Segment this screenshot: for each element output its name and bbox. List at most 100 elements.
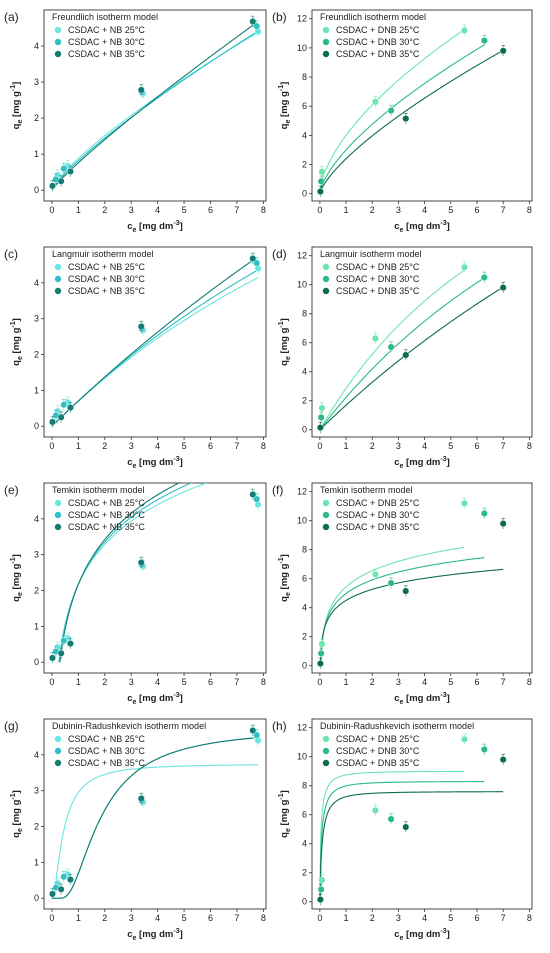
x-tick-label: 6 xyxy=(474,677,479,687)
panel-label: (e) xyxy=(4,483,19,497)
data-point xyxy=(460,26,468,34)
data-point xyxy=(480,273,488,282)
panel-label: (b) xyxy=(272,10,287,24)
data-point xyxy=(499,520,507,528)
x-tick-label: 2 xyxy=(370,913,375,923)
legend-marker xyxy=(322,511,330,519)
legend-entry: CSDAC + NB 25°C xyxy=(68,25,145,35)
data-point xyxy=(371,570,379,578)
fit-curve xyxy=(51,31,258,191)
data-point xyxy=(60,165,68,173)
data-point xyxy=(137,86,145,94)
data-point xyxy=(318,168,326,176)
legend-entry: CSDAC + NB 25°C xyxy=(68,734,145,744)
y-tick-label: 8 xyxy=(302,781,307,791)
data-series xyxy=(318,261,468,414)
data-point xyxy=(253,495,261,503)
fit-curves xyxy=(319,770,504,902)
plot-frame xyxy=(43,718,267,910)
y-axis-label: qe [mg g-1] xyxy=(278,318,292,366)
x-tick-label: 1 xyxy=(76,913,81,923)
data-point xyxy=(66,167,74,175)
x-axis-label: ce [mg dm-3] xyxy=(394,692,450,706)
fit-curve xyxy=(319,277,485,431)
panel-label: (c) xyxy=(4,247,18,261)
panel-title: Temkin isotherm model xyxy=(320,485,413,495)
data-point xyxy=(48,182,57,190)
x-tick-label: 5 xyxy=(448,677,453,687)
y-tick-label: 2 xyxy=(302,160,307,170)
x-tick-label: 0 xyxy=(49,677,54,687)
data-point xyxy=(249,490,257,499)
y-tick-label: 0 xyxy=(34,657,39,667)
legend-marker xyxy=(54,275,62,283)
x-tick-label: 8 xyxy=(261,677,266,687)
y-tick-label: 4 xyxy=(34,750,39,760)
x-tick-label: 6 xyxy=(474,205,479,215)
x-tick-label: 6 xyxy=(474,441,479,451)
legend-entry: CSDAC + DNB 30°C xyxy=(336,37,420,47)
x-tick-label: 0 xyxy=(49,913,54,923)
x-tick-label: 3 xyxy=(396,205,401,215)
x-axis-label: ce [mg dm-3] xyxy=(127,220,183,234)
x-tick-label: 3 xyxy=(396,441,401,451)
y-tick-label: 3 xyxy=(34,314,39,324)
legend-entry: CSDAC + NB 30°C xyxy=(68,37,145,47)
x-tick-label: 2 xyxy=(370,205,375,215)
y-tick-label: 8 xyxy=(302,545,307,555)
y-axis-label: qe [mg g-1] xyxy=(278,82,292,130)
y-tick-label: 6 xyxy=(302,810,307,820)
y-tick-label: 0 xyxy=(302,661,307,671)
panel-title: Temkin isotherm model xyxy=(52,485,145,495)
data-point xyxy=(402,115,410,123)
y-tick-label: 2 xyxy=(34,350,39,360)
legend-marker xyxy=(322,263,330,271)
legend-marker xyxy=(54,50,62,58)
y-tick-label: 10 xyxy=(297,280,307,290)
y-tick-label: 12 xyxy=(297,14,307,24)
data-point xyxy=(57,413,65,421)
fit-curve xyxy=(51,277,259,427)
data-point xyxy=(316,187,324,196)
x-tick-label: 4 xyxy=(422,677,427,687)
x-tick-label: 4 xyxy=(155,677,160,687)
y-tick-label: 0 xyxy=(302,189,307,199)
y-axis-label: qe [mg g-1] xyxy=(10,554,24,602)
x-tick-label: 2 xyxy=(102,677,107,687)
fit-curve xyxy=(319,49,504,194)
x-tick-label: 7 xyxy=(501,677,506,687)
x-tick-label: 7 xyxy=(501,441,506,451)
legend-marker xyxy=(322,50,330,58)
fit-curves xyxy=(319,269,504,431)
data-point xyxy=(460,263,468,271)
data-point xyxy=(387,579,395,587)
plot-frame xyxy=(43,9,267,202)
svg-text:qe [mg g-1]: qe [mg g-1] xyxy=(10,318,24,366)
y-tick-label: 10 xyxy=(297,752,307,762)
plot-frame xyxy=(311,718,533,910)
data-point xyxy=(60,873,68,881)
x-tick-label: 8 xyxy=(261,441,266,451)
legend-entry: CSDAC + NB 30°C xyxy=(68,746,145,756)
legend-marker xyxy=(54,747,62,755)
y-tick-label: 2 xyxy=(302,868,307,878)
x-tick-label: 2 xyxy=(370,441,375,451)
x-tick-label: 0 xyxy=(49,441,54,451)
legend-entry: CSDAC + NB 35°C xyxy=(68,758,145,768)
data-point xyxy=(318,404,326,412)
x-tick-label: 6 xyxy=(208,677,213,687)
panel-label: (g) xyxy=(4,719,19,733)
y-axis-label: qe [mg g-1] xyxy=(10,318,24,366)
x-tick-label: 3 xyxy=(129,441,134,451)
x-tick-label: 4 xyxy=(422,913,427,923)
y-tick-label: 1 xyxy=(34,621,39,631)
fit-curve xyxy=(319,770,465,902)
data-series xyxy=(48,252,257,428)
panel-title: Langmuir isotherm model xyxy=(320,249,422,259)
data-point xyxy=(371,806,379,814)
x-axis-label: ce [mg dm-3] xyxy=(127,456,183,470)
svg-text:qe [mg g-1]: qe [mg g-1] xyxy=(278,318,292,366)
fit-curves xyxy=(51,737,259,899)
data-point xyxy=(137,559,145,567)
